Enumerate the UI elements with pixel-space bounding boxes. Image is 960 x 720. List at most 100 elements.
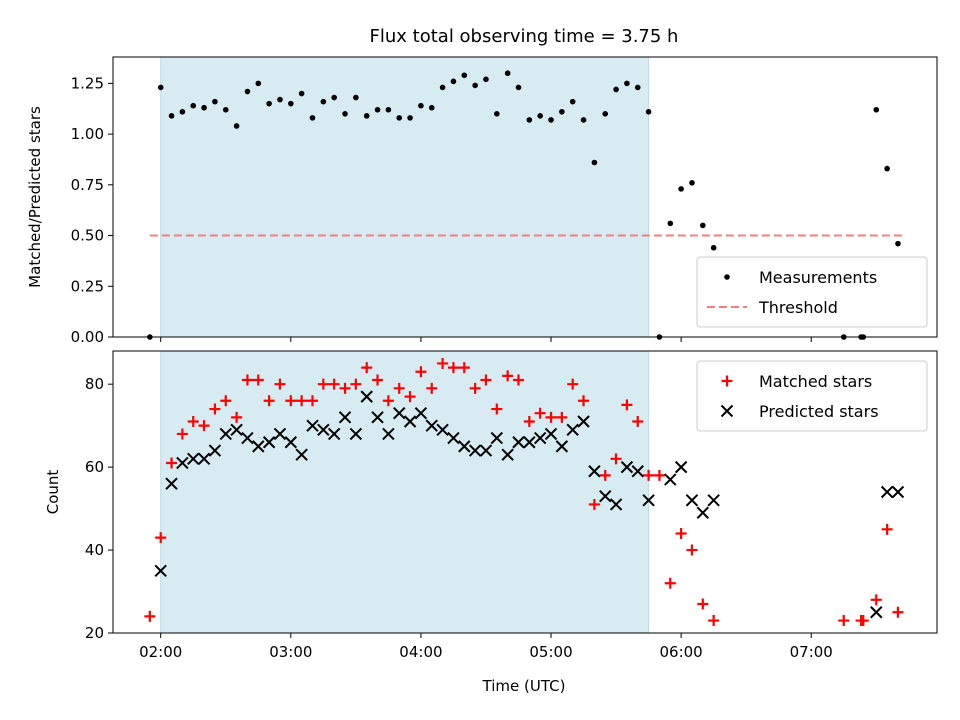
data-point — [675, 527, 687, 539]
data-point — [580, 117, 587, 123]
legend-label: Predicted stars — [759, 402, 879, 421]
data-point — [230, 423, 243, 437]
data-point — [187, 416, 199, 427]
data-point — [309, 115, 316, 121]
data-point — [685, 494, 699, 507]
data-point — [252, 374, 264, 386]
legend-label: Threshold — [758, 298, 838, 317]
data-point — [620, 460, 634, 474]
data-point — [599, 489, 612, 503]
data-point — [233, 123, 240, 129]
data-point — [870, 594, 882, 606]
data-point — [870, 606, 883, 619]
data-point — [415, 366, 427, 378]
data-point — [219, 427, 232, 441]
legend-box — [696, 360, 928, 432]
data-point — [403, 415, 417, 428]
chart-title: Flux total observing time = 3.75 h — [370, 26, 679, 47]
data-point — [393, 382, 405, 394]
data-point — [262, 436, 276, 449]
y-tick-label: 0.00 — [71, 328, 104, 346]
data-point — [374, 106, 381, 113]
data-point — [578, 395, 590, 407]
data-point — [591, 159, 598, 166]
observing-interval-shade — [160, 56, 650, 338]
data-point — [266, 100, 272, 107]
data-point — [678, 186, 684, 192]
data-point — [418, 102, 424, 109]
data-point — [414, 406, 428, 420]
y-tick-label: 0.25 — [71, 277, 104, 295]
data-point — [382, 395, 394, 407]
data-point — [884, 165, 890, 172]
data-point — [610, 453, 622, 465]
data-point — [320, 98, 327, 105]
data-point — [306, 419, 319, 432]
data-point — [317, 378, 329, 390]
data-point — [168, 113, 175, 119]
data-point — [710, 244, 717, 251]
data-point — [892, 606, 904, 618]
data-point — [537, 113, 543, 119]
data-point — [298, 90, 305, 97]
data-point — [664, 577, 676, 589]
x-tick-label: 03:00 — [269, 643, 312, 661]
data-point — [461, 72, 468, 79]
data-point — [241, 374, 253, 386]
data-point — [526, 117, 533, 123]
data-point — [479, 444, 493, 457]
data-point — [179, 108, 186, 115]
legend-box — [696, 256, 928, 328]
bottom-panel-marks — [144, 357, 905, 627]
data-point — [349, 427, 363, 441]
data-point — [494, 111, 500, 117]
data-point — [317, 423, 330, 437]
data-point — [501, 448, 514, 461]
data-point — [450, 78, 457, 85]
data-point — [372, 374, 384, 386]
data-point — [176, 428, 188, 440]
data-point — [157, 84, 164, 91]
data-point — [599, 469, 611, 481]
data-point — [569, 98, 576, 105]
bottom-panel-x-ticks: 02:00 03:00 04:00 05:00 06:00 07:00 — [139, 633, 833, 661]
data-point — [708, 615, 720, 627]
data-point — [707, 494, 720, 507]
data-point — [621, 399, 633, 411]
data-point — [512, 374, 524, 386]
data-point — [220, 395, 232, 407]
data-point — [342, 111, 348, 117]
data-point — [609, 498, 623, 511]
data-point — [231, 411, 243, 423]
data-point — [404, 391, 416, 403]
data-point — [667, 220, 674, 227]
y-tick-label: 1.00 — [71, 125, 104, 143]
data-point — [295, 448, 308, 461]
data-point — [328, 378, 340, 390]
data-point — [458, 440, 471, 453]
data-point — [458, 362, 470, 374]
data-point — [631, 465, 644, 478]
data-point — [190, 102, 197, 109]
data-point — [339, 382, 351, 394]
data-point — [277, 96, 283, 103]
data-point — [425, 419, 438, 432]
top-panel-y-ticks: 0.00 0.25 0.50 0.75 1.00 1.25 — [71, 74, 113, 346]
data-point — [643, 469, 655, 481]
data-point — [700, 222, 706, 229]
data-point — [674, 460, 688, 474]
data-point — [567, 378, 579, 390]
data-point — [447, 362, 459, 374]
legend-handle — [721, 375, 733, 387]
data-point — [363, 113, 370, 119]
data-point — [645, 108, 652, 115]
data-point — [468, 444, 482, 457]
data-point — [873, 106, 880, 113]
data-point — [327, 427, 341, 441]
data-point — [502, 370, 514, 382]
x-tick-label: 07:00 — [790, 643, 833, 661]
bottom-panel-frame — [112, 350, 938, 634]
data-point — [523, 436, 536, 449]
